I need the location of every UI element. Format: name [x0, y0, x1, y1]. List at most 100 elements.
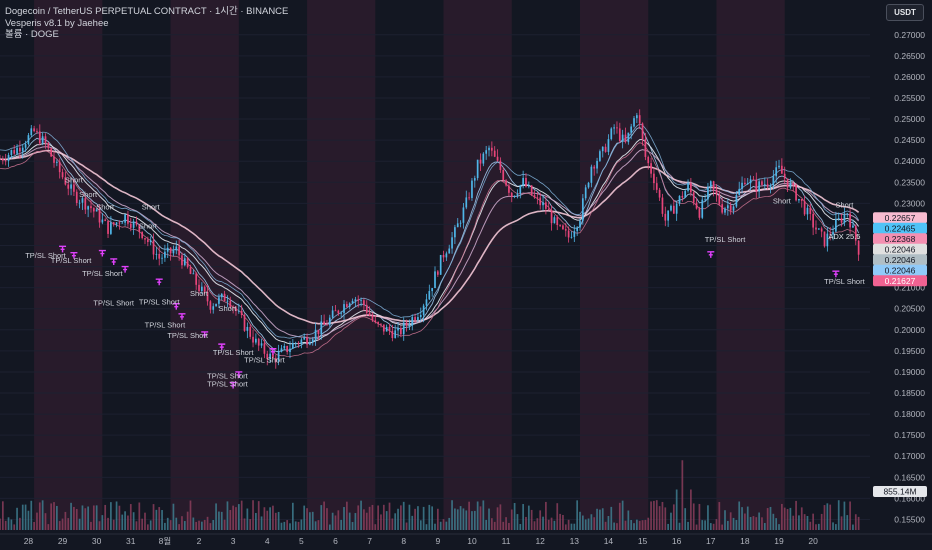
volume-bar — [300, 519, 303, 530]
candle-body — [351, 300, 354, 304]
currency-badge[interactable]: USDT — [886, 4, 924, 21]
candle-body — [533, 195, 536, 198]
candle-body — [829, 233, 832, 235]
signal-annotation: TP/SL Short — [145, 321, 186, 330]
volume-bar — [195, 521, 198, 530]
candle-body — [545, 202, 547, 209]
candle-body — [73, 184, 75, 192]
volume-bar — [240, 500, 243, 530]
volume-bar — [158, 507, 161, 530]
volume-bar — [661, 501, 664, 530]
candle-body — [252, 336, 254, 343]
candle-body — [334, 310, 337, 312]
candle-body — [255, 338, 257, 343]
volume-label-text: 855.14M — [883, 487, 916, 497]
candle-body — [306, 337, 308, 345]
volume-bar — [92, 505, 95, 530]
candle-body — [522, 177, 524, 186]
volume-bar — [690, 489, 692, 530]
volume-bar — [280, 522, 283, 530]
volume-bar — [294, 521, 297, 530]
volume-bar — [397, 508, 399, 530]
volume-bar — [178, 524, 180, 530]
volume-bar — [371, 504, 374, 530]
time-tick-label: 31 — [126, 536, 136, 546]
volume-bar — [428, 504, 431, 530]
candle-body — [653, 173, 655, 184]
candle-body — [220, 293, 223, 298]
price-label: 0.22046 — [873, 264, 927, 276]
candle-body — [812, 213, 814, 228]
signal-annotation: TP/SL Short — [244, 356, 285, 365]
volume-bar — [584, 519, 587, 530]
volume-bar — [630, 520, 633, 530]
volume-bar — [337, 510, 340, 530]
candle-body — [146, 239, 149, 243]
volume-bar — [852, 524, 854, 530]
price-label: 0.22657 — [873, 212, 927, 224]
price-tick-label: 0.25000 — [894, 114, 925, 124]
candle-body — [183, 258, 186, 266]
candle-body — [186, 258, 189, 268]
candle-body — [607, 139, 610, 152]
candle-body — [789, 183, 792, 188]
signal-annotation: Short — [218, 304, 237, 313]
candle-body — [658, 189, 661, 198]
volume-bar — [19, 517, 21, 530]
candle-body — [815, 227, 817, 230]
candle-body — [678, 195, 681, 204]
volume-bar — [411, 515, 414, 530]
candle-body — [624, 134, 627, 143]
candle-body — [837, 218, 840, 220]
volume-bar — [243, 518, 246, 530]
volume-bar — [530, 509, 533, 530]
volume-bar — [141, 518, 144, 530]
candle-body — [513, 195, 516, 197]
candle-body — [357, 299, 360, 301]
volume-bar — [306, 508, 308, 530]
volume-bar — [237, 504, 240, 530]
candle-body — [19, 147, 21, 152]
candle-body — [709, 181, 712, 187]
candle-body — [798, 199, 800, 201]
symbol-title[interactable]: Dogecoin / TetherUS PERPETUAL CONTRACT ·… — [5, 6, 289, 17]
candle-body — [610, 128, 613, 140]
volume-bar — [161, 510, 163, 530]
volume-bar — [456, 509, 459, 530]
volume-bar — [172, 503, 175, 530]
volume-bar — [741, 507, 743, 530]
candle-body — [277, 351, 280, 362]
volume-bar — [468, 501, 470, 530]
candle-body — [436, 271, 439, 275]
volume-bar — [64, 511, 67, 530]
candle-body — [84, 198, 87, 210]
volume-bar — [47, 524, 50, 530]
volume-bar — [249, 519, 252, 530]
candle-body — [769, 185, 772, 187]
volume-bar — [454, 508, 456, 530]
volume-bar — [348, 512, 351, 530]
candle-body — [297, 342, 300, 344]
price-tick-label: 0.25500 — [894, 93, 925, 103]
volume-bar — [650, 501, 652, 530]
volume-title[interactable]: 볼륨 · DOGE — [5, 29, 59, 40]
price-label-box — [873, 264, 927, 276]
volume-bar — [599, 509, 601, 530]
signal-marker-glyph — [218, 343, 226, 351]
candle-body — [269, 353, 271, 359]
volume-bar — [559, 513, 561, 530]
volume-bar — [198, 520, 200, 530]
candle-body — [502, 170, 505, 181]
candle-body — [448, 248, 451, 254]
indicator-title[interactable]: Vesperis v8.1 by Jaehee — [5, 17, 109, 29]
candle-body — [417, 317, 419, 321]
candle-body — [451, 237, 453, 249]
price-label-box — [873, 243, 927, 255]
candle-body — [744, 182, 746, 185]
volume-bar — [766, 508, 769, 530]
volume-bar — [533, 521, 536, 530]
time-tick-label: 15 — [638, 536, 648, 546]
signal-annotation: TP/SL Short — [207, 380, 248, 389]
volume-bar — [266, 510, 269, 530]
